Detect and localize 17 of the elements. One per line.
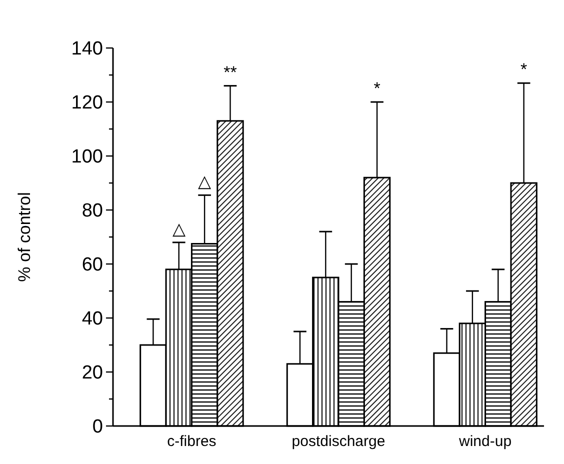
y-axis-title: % of control <box>15 192 34 282</box>
y-tick-label: 100 <box>71 146 103 168</box>
y-tick-label: 20 <box>82 362 103 384</box>
y-tick-label: 80 <box>82 200 103 222</box>
x-tick-label: postdischarge <box>292 433 386 450</box>
annotation: △ <box>172 219 186 238</box>
x-tick-label: wind-up <box>458 433 512 450</box>
y-tick-label: 60 <box>82 254 103 276</box>
y-tick-label: 40 <box>82 308 103 330</box>
y-tick-label: 140 <box>71 38 103 60</box>
y-tick-label: 0 <box>92 416 103 438</box>
x-tick-label: c-fibres <box>167 433 216 450</box>
annotation: △ <box>198 172 212 192</box>
annotation: * <box>374 79 381 98</box>
annotation: ** <box>224 62 238 82</box>
annotation: * <box>520 60 528 80</box>
y-tick-label: 120 <box>71 92 103 114</box>
